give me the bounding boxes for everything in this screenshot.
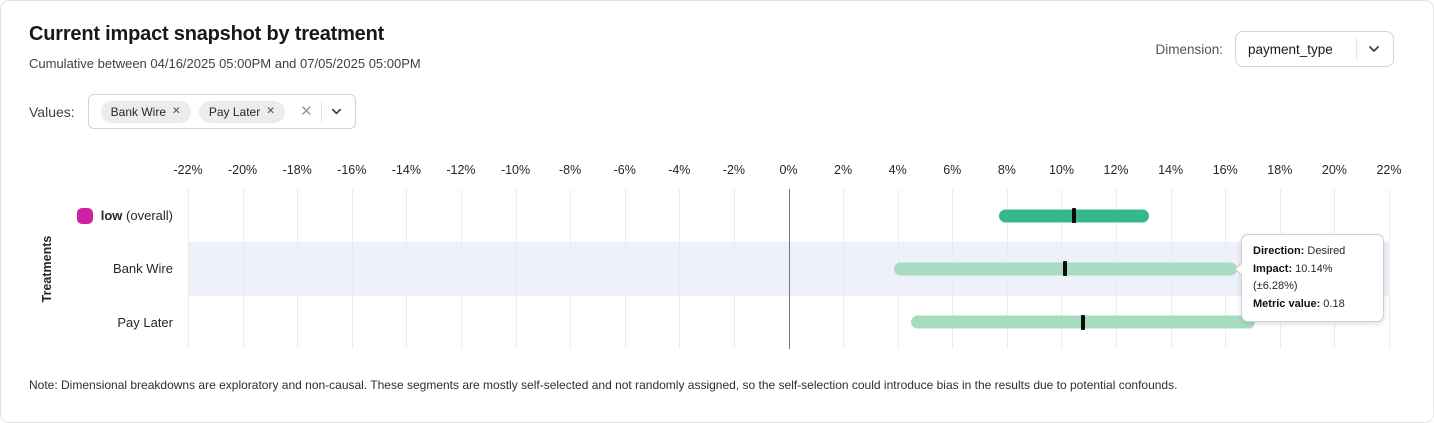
select-divider (320, 101, 322, 122)
tooltip-line: Metric value: 0.18 (1253, 297, 1345, 310)
chart-row (188, 189, 1389, 242)
row-labels-column: low (overall) Bank Wire Pay Later (1, 189, 173, 349)
impact-center-tick (1063, 261, 1068, 277)
x-tick-label: 12% (1103, 163, 1129, 177)
x-tick-label: -2% (722, 163, 746, 177)
x-tick-label: 8% (997, 163, 1016, 177)
remove-chip-icon[interactable]: ✕ (266, 105, 276, 118)
zero-line (788, 189, 790, 349)
value-chip[interactable]: Pay Later ✕ (198, 100, 286, 123)
date-range-subtitle: Cumulative between 04/16/2025 05:00PM an… (29, 56, 421, 71)
x-tick-label: -10% (500, 163, 531, 177)
value-chip-label: Pay Later (208, 104, 261, 119)
x-tick-label: -4% (668, 163, 691, 177)
x-tick-label: -8% (559, 163, 582, 177)
impact-chart: Treatments -22% -20% -18% -16% -14% -12% -10% -… (1, 159, 1433, 351)
tooltip-line: Impact: 10.14% (±6.28%) (1253, 262, 1333, 293)
x-tick-label: -14% (391, 163, 421, 177)
dimension-control: Dimension: payment_type (1155, 31, 1394, 67)
gridline (242, 189, 244, 349)
dimension-selected-value: payment_type (1248, 41, 1333, 57)
x-tick-label: -12% (446, 163, 476, 177)
x-tick-label: 2% (834, 163, 853, 177)
gridline (570, 189, 572, 349)
impact-range-bar[interactable] (911, 314, 1256, 330)
impact-center-tick (1081, 314, 1086, 330)
dimension-label: Dimension: (1155, 41, 1223, 57)
x-tick-label: 14% (1158, 163, 1184, 177)
x-axis: -22% -20% -18% -16% -14% -12% -10% -8% -6% -4% -2%… (173, 163, 1401, 179)
gridline (843, 189, 845, 349)
note-text: Note: Dimensional breakdowns are explora… (29, 378, 1178, 392)
treatment-label: Bank Wire (113, 261, 173, 277)
x-tick-label: 0% (779, 163, 798, 177)
x-tick-label: 4% (888, 163, 907, 177)
gridline (406, 189, 408, 349)
plot-area (188, 189, 1390, 349)
values-multiselect[interactable]: Bank Wire ✕ Pay Later ✕ ✕ (87, 94, 356, 129)
gridline (297, 189, 299, 349)
chart-row (188, 296, 1389, 349)
clear-values-icon[interactable]: ✕ (300, 103, 313, 120)
chevron-down-icon (1369, 46, 1379, 52)
gridline (515, 189, 517, 349)
x-tick-label: 6% (943, 163, 962, 177)
x-tick-label: 16% (1212, 163, 1238, 177)
value-chip-label: Bank Wire (110, 104, 167, 119)
x-tick-label: -6% (613, 163, 636, 177)
x-tick-label: 20% (1321, 163, 1347, 177)
gridline (1389, 189, 1390, 349)
treatment-label: low (overall) (1, 189, 173, 242)
tooltip-line: Direction: Desired (1253, 245, 1346, 257)
x-tick-label: 22% (1376, 163, 1402, 177)
values-label: Values: (29, 103, 75, 120)
x-tick-label: 18% (1267, 163, 1293, 177)
impact-range-bar[interactable] (893, 261, 1237, 277)
x-tick-label: -18% (282, 163, 312, 177)
treatment-legend-swatch (76, 207, 93, 224)
x-tick-label: 10% (1048, 163, 1074, 177)
value-chips: Bank Wire ✕ Pay Later ✕ (100, 100, 286, 123)
value-chip[interactable]: Bank Wire ✕ (100, 100, 191, 123)
gridline (460, 189, 462, 349)
impact-range-bar[interactable] (998, 208, 1149, 224)
gridline (188, 189, 189, 349)
impact-center-tick (1071, 208, 1076, 224)
x-tick-label: -20% (227, 163, 258, 177)
x-tick-label: -22% (173, 163, 203, 177)
values-filter: Values: Bank Wire ✕ Pay Later ✕ ✕ (29, 94, 356, 129)
gridline (351, 189, 353, 349)
gridline (733, 189, 735, 349)
gridline (679, 189, 681, 349)
select-divider (1356, 38, 1357, 60)
chevron-down-icon[interactable] (330, 105, 343, 118)
chart-tooltip: Direction: Desired Impact: 10.14% (±6.28%… (1234, 234, 1384, 322)
gridline (624, 189, 626, 349)
remove-chip-icon[interactable]: ✕ (172, 105, 181, 118)
x-tick-label: -16% (337, 163, 367, 177)
page-title: Current impact snapshot by treatment (29, 23, 385, 45)
dimension-select[interactable]: payment_type (1235, 31, 1394, 67)
treatment-label: Pay Later (117, 314, 173, 330)
